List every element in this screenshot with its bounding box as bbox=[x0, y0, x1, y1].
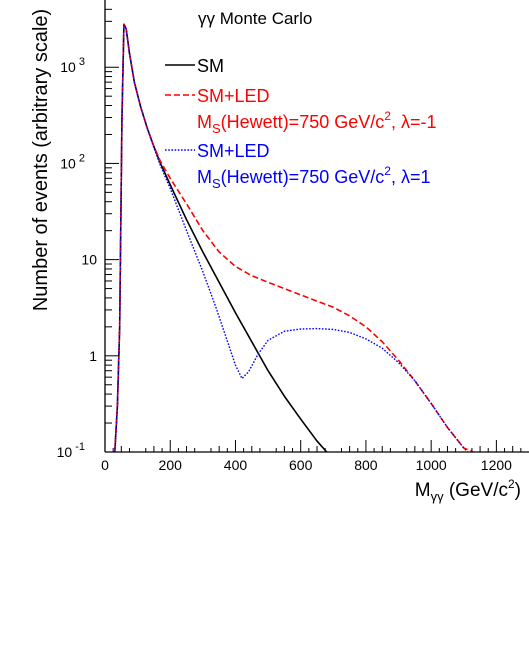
x-tick-label: 600 bbox=[289, 457, 313, 473]
y-axis-label: Number of events (arbitrary scale) bbox=[30, 9, 52, 311]
y-tick-label: 10 2 bbox=[60, 152, 85, 171]
x-axis-label: Mγγ (GeV/c2) bbox=[415, 477, 521, 504]
legend-label-1: SM bbox=[197, 56, 224, 76]
x-tick-label: 0 bbox=[101, 457, 109, 473]
x-tick-label: 200 bbox=[159, 457, 183, 473]
chart-title: γγ Monte Carlo bbox=[198, 9, 312, 28]
y-tick-label: 10 -1 bbox=[57, 441, 85, 460]
legend-label-2: SM+LED bbox=[197, 86, 270, 106]
legend-label-2: MS(Hewett)=750 GeV/c2, λ=-1 bbox=[197, 109, 436, 136]
legend-label-3: SM+LED bbox=[197, 141, 270, 161]
x-tick-label: 1200 bbox=[481, 457, 512, 473]
y-tick-label: 1 bbox=[89, 348, 97, 364]
y-tick-label: 10 3 bbox=[60, 56, 85, 75]
series-line-2 bbox=[113, 23, 474, 452]
x-tick-label: 800 bbox=[354, 457, 378, 473]
legend-label-3: MS(Hewett)=750 GeV/c2, λ=1 bbox=[197, 164, 430, 191]
x-tick-label: 400 bbox=[224, 457, 248, 473]
series-line-3 bbox=[114, 23, 469, 452]
x-tick-label: 1000 bbox=[416, 457, 447, 473]
y-tick-label: 10 bbox=[81, 252, 97, 268]
